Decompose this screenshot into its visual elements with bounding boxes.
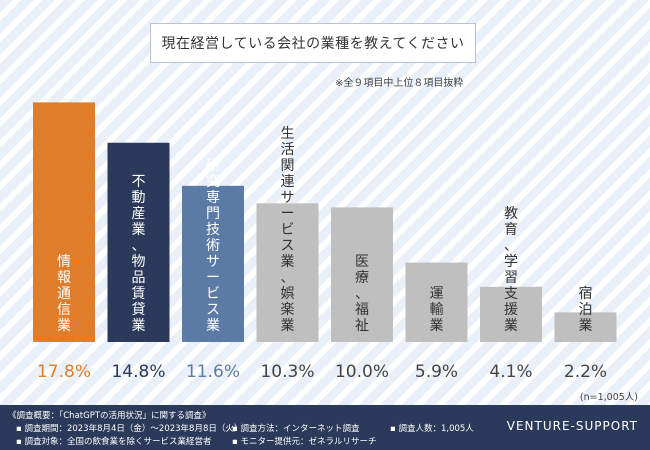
bar: [256, 203, 319, 342]
chart-title: 現在経営している会社の業種を教えてください: [150, 23, 476, 63]
category-label: 運輸業: [430, 286, 444, 334]
survey-title: 《調査概要：「ChatGPTの活用状況」に関する調査》: [8, 411, 211, 421]
survey-respondents: ▪ 調査人数：1,005人: [390, 424, 474, 434]
category-label: 不動産業、物品賃貸業: [132, 174, 146, 334]
value-label: 11.6%: [186, 362, 240, 382]
bar: [405, 262, 468, 342]
survey-period: ▪ 調査期間：2023年8月4日（金）〜2023年8月8日（火）: [16, 424, 243, 434]
category-label: 研究専門技術サービス業: [206, 158, 220, 334]
chart-note: ※全９項目中上位８項目抜粋: [335, 78, 464, 89]
category-label: 生活関連サービス業、娯楽業: [281, 126, 295, 334]
survey-footer: 《調査概要：「ChatGPTの活用状況」に関する調査》 ▪ 調査期間：2023年…: [0, 405, 650, 450]
bar: [554, 312, 617, 342]
sample-size-label: (n=1,005人): [580, 392, 638, 403]
survey-provider: ▪ モニター提供元：ゼネラルリサーチ: [232, 437, 377, 447]
category-label: 宿泊業: [579, 285, 593, 334]
bar: [107, 142, 170, 342]
bar-chart: 情報通信業 17.8% 不動産業、物品賃貸業 14.8% 研究専門技術サービス業 11.6…: [33, 102, 638, 403]
bar: [33, 102, 95, 342]
value-label: 10.0%: [335, 362, 389, 382]
value-label: 5.9%: [415, 362, 458, 382]
bar: [331, 207, 393, 342]
bar: [480, 286, 542, 342]
category-label: 医療、福祉: [355, 254, 369, 334]
value-label: 4.1%: [489, 362, 532, 382]
survey-method: ▪ 調査方法：インターネット調査: [232, 424, 360, 434]
bar: [182, 185, 244, 342]
value-label: 17.8%: [37, 362, 91, 382]
value-label: 14.8%: [111, 362, 165, 382]
survey-target: ▪ 調査対象：全国の飲食業を除くサービス業経営者: [16, 437, 212, 447]
category-label: 教育、学習支援業: [504, 206, 518, 334]
value-label: 2.2%: [564, 362, 607, 382]
category-label: 情報通信業: [57, 254, 71, 334]
value-label: 10.3%: [260, 362, 314, 382]
brand-logo: VENTURE-SUPPORT: [506, 419, 638, 433]
